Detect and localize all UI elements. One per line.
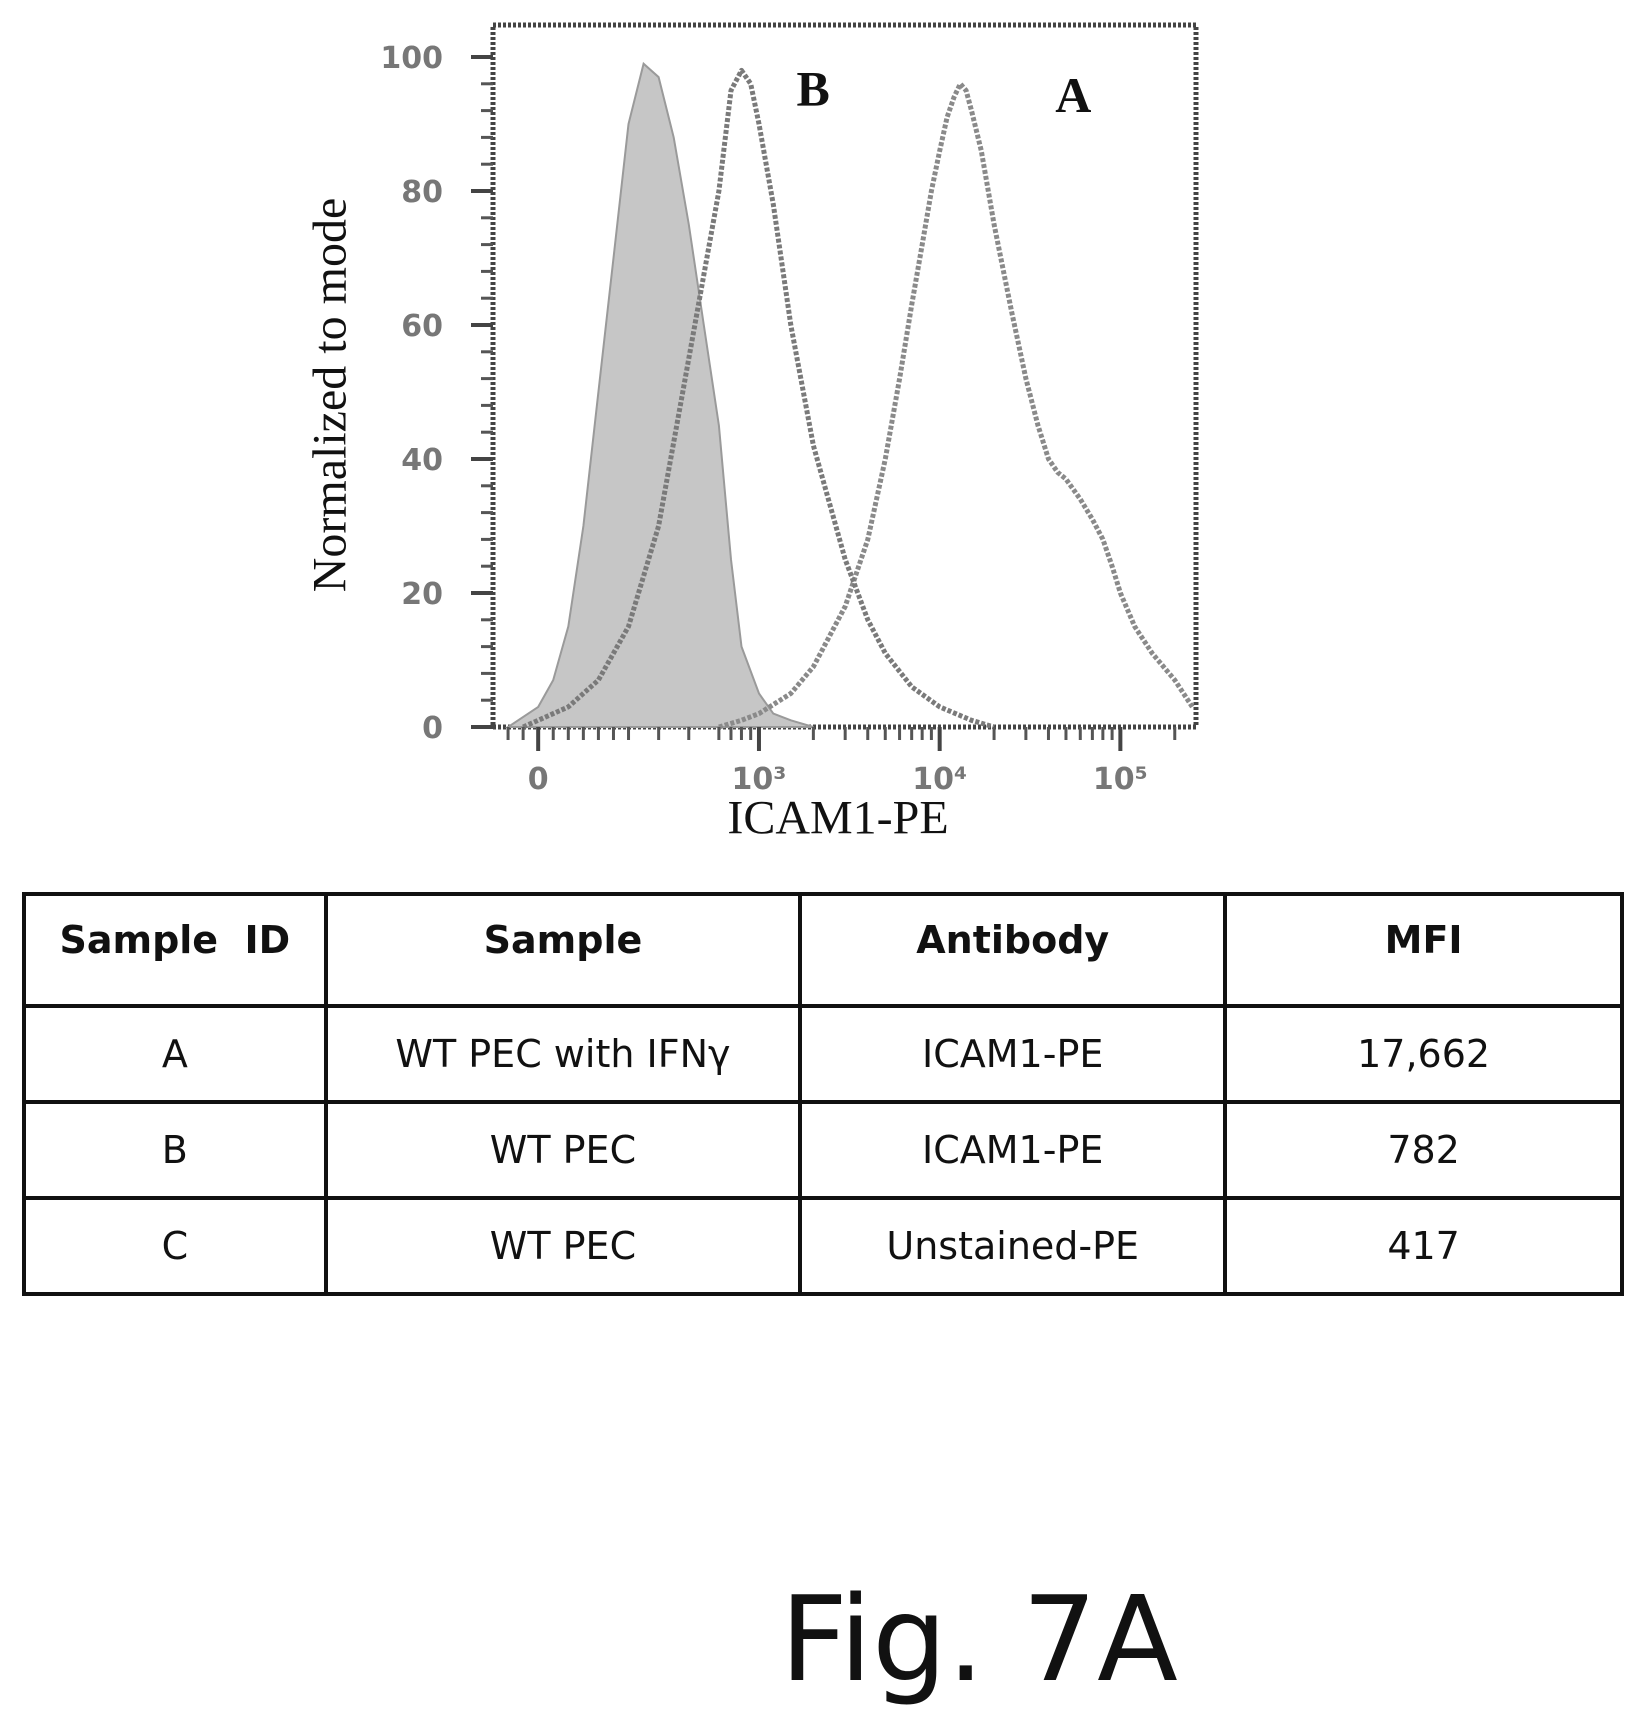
table-header-row: Sample ID Sample Antibody MFI [22,892,1624,1008]
cell-mfi: 17,662 [1223,1004,1624,1104]
figure-caption: Fig. 7A [780,1570,1178,1708]
series-layer [504,61,1195,730]
mfi-table: Sample ID Sample Antibody MFI A WT PEC w… [22,892,1624,1296]
x-tick-label: 10³ [732,762,787,797]
x-axis-label: ICAM1-PE [727,791,949,845]
cell-sample: WT PEC [323,1100,803,1200]
cell-sample-id: A [22,1004,328,1104]
table-row: B WT PEC ICAM1-PE 782 [22,1100,1624,1200]
y-tick-label: 100 [380,41,443,76]
y-axis-label: Normalized to mode [303,197,357,593]
x-tick-label: 0 [528,762,549,797]
series-unstained-filled-area [504,61,814,728]
series-annotation-a: A [1055,67,1091,123]
cell-antibody: ICAM1-PE [798,1004,1228,1104]
x-tick-label: 10⁵ [1093,762,1148,797]
header-sample: Sample [323,892,803,1008]
cell-mfi: 417 [1223,1196,1624,1296]
series-a-line [718,81,1195,730]
cell-sample-id: B [22,1100,328,1200]
header-sample-id: Sample ID [22,892,328,1008]
axis-layer: 0 20 40 60 80 100 0 10³ 10⁴ 10⁵ [380,41,1177,797]
cell-sample-id: C [22,1196,328,1296]
cell-mfi: 782 [1223,1100,1624,1200]
table-row: A WT PEC with IFNγ ICAM1-PE 17,662 [22,1004,1624,1104]
y-tick-label: 0 [422,711,443,746]
header-mfi: MFI [1223,892,1624,1008]
y-tick-label: 40 [401,443,443,478]
series-b-line [522,67,995,730]
cell-antibody: ICAM1-PE [798,1100,1228,1200]
y-tick-label: 80 [401,175,443,210]
header-antibody: Antibody [798,892,1228,1008]
cell-antibody: Unstained-PE [798,1196,1228,1296]
cell-sample: WT PEC with IFNγ [323,1004,803,1104]
y-tick-label: 20 [401,577,443,612]
x-tick-label: 10⁴ [912,762,967,797]
y-tick-label: 60 [401,309,443,344]
cell-sample: WT PEC [323,1196,803,1296]
series-annotation-b: B [796,60,829,116]
table-row: C WT PEC Unstained-PE 417 [22,1196,1624,1296]
